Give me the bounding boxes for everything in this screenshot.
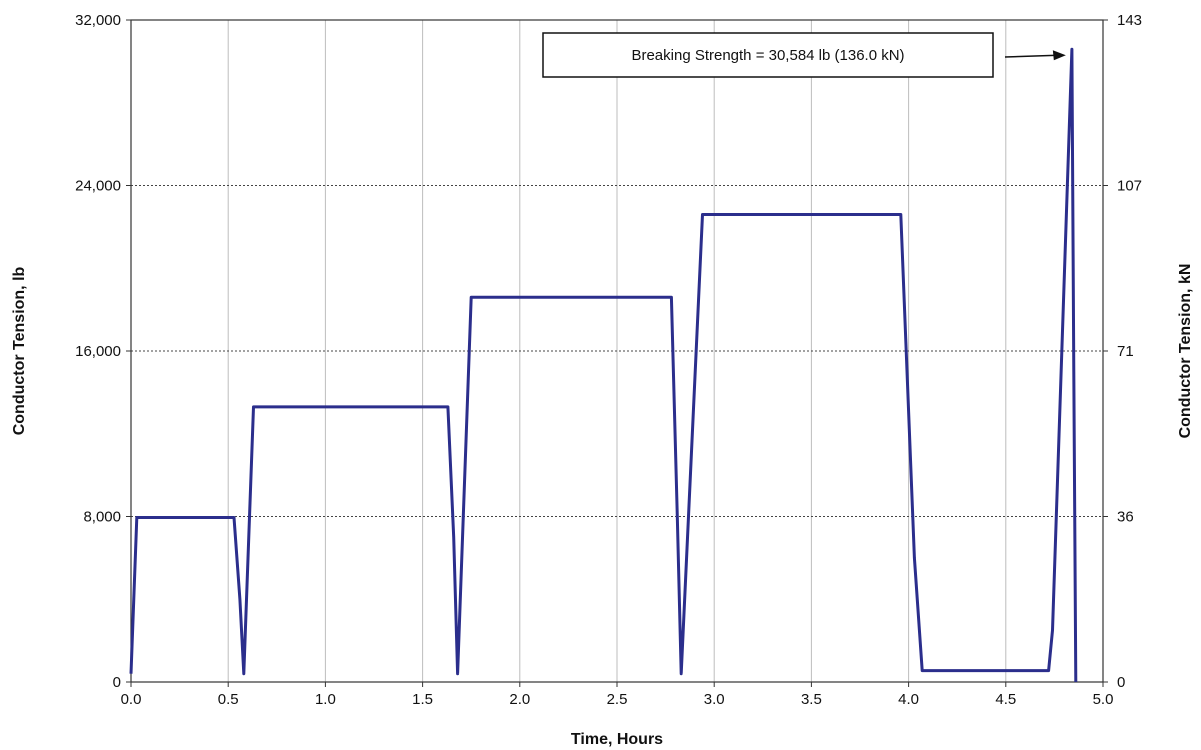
annotation-text: Breaking Strength = 30,584 lb (136.0 kN) — [631, 47, 904, 64]
series-line — [129, 47, 1078, 683]
y-tick-label: 8,000 — [83, 509, 121, 526]
y-axis-title: Conductor Tension, lb — [11, 266, 28, 435]
y-tick-label: 16,000 — [75, 343, 121, 360]
y2-tick-label: 71 — [1117, 343, 1134, 360]
x-tick-label: 2.5 — [607, 691, 628, 708]
horizontal-gridlines — [131, 185, 1103, 517]
series-layer — [129, 47, 1078, 683]
y-tick-label: 0 — [113, 674, 121, 691]
y-tick-label: 24,000 — [75, 178, 121, 195]
y2-tick-label: 107 — [1117, 178, 1142, 195]
x-tick-label: 4.5 — [995, 691, 1016, 708]
annotation-box — [542, 32, 994, 78]
y2-tick-label: 143 — [1117, 12, 1142, 29]
x-tick-label: 3.5 — [801, 691, 822, 708]
x-tick-label: 1.5 — [412, 691, 433, 708]
y2-tick-label: 36 — [1117, 509, 1134, 526]
x-tick-label: 1.0 — [315, 691, 336, 708]
annotation-arrowhead — [1052, 50, 1066, 61]
x-tick-label: 2.0 — [509, 691, 530, 708]
x-axis-ticks: 0.0 0.5 1.0 1.5 2.0 2.5 3.0 3.5 4.0 4.5 5.0 — [121, 682, 1114, 708]
y-axis-ticks: 0 8,000 16,000 24,000 32,000 — [75, 12, 131, 691]
x-tick-label: 0.5 — [218, 691, 239, 708]
x-axis-title: Time, Hours — [571, 731, 663, 748]
x-tick-label: 0.0 — [121, 691, 142, 708]
y2-axis-title: Conductor Tension, kN — [1177, 264, 1194, 439]
y-tick-label: 32,000 — [75, 12, 121, 29]
x-tick-label: 4.0 — [898, 691, 919, 708]
x-tick-label: 5.0 — [1093, 691, 1114, 708]
annotation-layer: Breaking Strength = 30,584 lb (136.0 kN) — [542, 32, 1066, 78]
y2-axis-ticks: 0 36 71 107 143 — [1103, 12, 1142, 691]
y2-tick-label: 0 — [1117, 674, 1125, 691]
annotation-arrow — [1004, 54, 1058, 58]
x-tick-label: 3.0 — [704, 691, 725, 708]
